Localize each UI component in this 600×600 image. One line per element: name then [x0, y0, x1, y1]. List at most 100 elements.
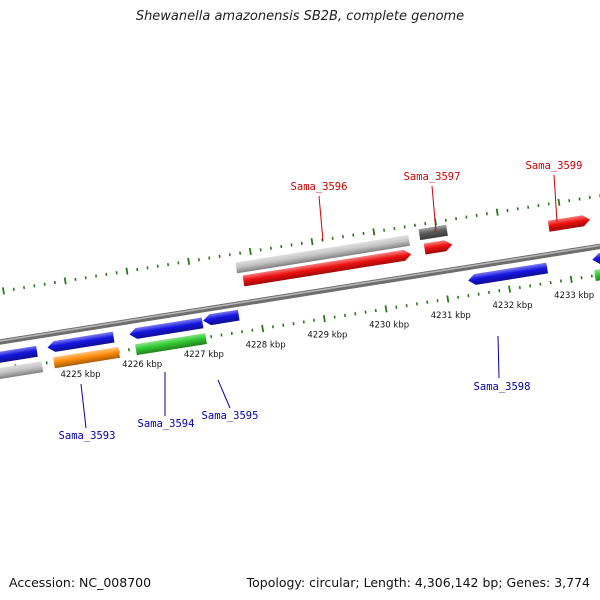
minor-tick	[167, 262, 170, 267]
minor-tick	[506, 208, 509, 213]
scale-label: 4233 kbp	[554, 291, 594, 301]
minor-tick	[485, 212, 488, 216]
minor-tick	[444, 218, 447, 222]
minor-tick	[578, 197, 581, 201]
minor-tick	[43, 282, 46, 286]
gene-label: Sama_3595	[202, 410, 259, 422]
gene-label: Sama_3597	[404, 171, 461, 183]
minor-tick	[280, 244, 283, 249]
major-tick	[63, 277, 67, 285]
major-tick	[187, 257, 191, 265]
topology-summary: Topology: circular; Length: 4,306,142 bp…	[246, 575, 590, 590]
minor-tick	[343, 313, 346, 318]
major-tick	[508, 285, 511, 293]
major-tick	[261, 324, 265, 333]
major-tick	[495, 208, 499, 216]
gene-feature-sama-3596-gray	[235, 234, 410, 274]
minor-tick	[588, 195, 591, 200]
scale-label: 4225 kbp	[60, 370, 100, 380]
minor-tick	[271, 325, 274, 329]
minor-tick	[136, 267, 139, 272]
minor-tick	[177, 261, 180, 265]
gene-feature-sama-3598	[468, 262, 548, 285]
major-tick	[384, 305, 388, 313]
minor-tick	[12, 287, 15, 291]
minor-tick	[218, 254, 221, 259]
gene-feature-sama-3594	[135, 333, 207, 356]
scale-label: 4230 kbp	[369, 321, 409, 331]
backbone-highlight	[0, 244, 600, 342]
scale-label: 4232 kbp	[492, 301, 532, 311]
gene-feature-sama-3599	[547, 215, 591, 232]
minor-tick	[95, 274, 98, 278]
gene-feature-blue-edge	[592, 252, 600, 264]
minor-tick	[568, 199, 571, 203]
major-tick	[125, 267, 129, 275]
minor-tick	[259, 248, 262, 252]
gene-feature-sama-3595	[203, 309, 240, 326]
major-tick	[569, 275, 573, 283]
gene-label: Sama_3599	[526, 160, 583, 172]
backbone-shadow	[0, 243, 600, 345]
minor-tick	[405, 303, 408, 308]
minor-tick	[403, 225, 406, 229]
minor-tick	[518, 285, 521, 290]
major-tick	[310, 238, 314, 246]
minor-tick	[197, 258, 200, 262]
scale-label: 4229 kbp	[307, 330, 347, 340]
scale-label: 4231 kbp	[431, 311, 471, 321]
minor-tick	[477, 292, 480, 296]
minor-tick	[84, 276, 87, 280]
minor-tick	[415, 302, 418, 306]
minor-tick	[33, 284, 36, 288]
major-tick	[557, 198, 561, 206]
gene-leader-line	[553, 174, 558, 223]
minor-tick	[341, 235, 344, 239]
gene-label: Sama_3593	[59, 430, 116, 442]
minor-tick	[487, 290, 490, 295]
minor-tick	[269, 246, 272, 250]
backbone-layer	[0, 243, 600, 345]
minor-tick	[590, 274, 593, 278]
gene-feature-sama-3593-blue	[47, 331, 115, 352]
leader-layer	[80, 174, 558, 429]
accession-label: Accession: NC_008700	[9, 575, 152, 590]
major-tick	[2, 287, 5, 295]
minor-tick	[498, 289, 501, 293]
minor-tick	[251, 328, 254, 332]
gene-feature-sama-3594-blue	[129, 317, 204, 339]
gene-feature-sama-3596	[242, 249, 412, 287]
minor-tick	[105, 272, 108, 277]
gene-leader-line	[431, 185, 437, 233]
minor-tick	[313, 318, 316, 322]
minor-tick	[559, 279, 562, 283]
minor-tick	[45, 361, 48, 365]
minor-tick	[580, 276, 583, 280]
minor-tick	[333, 315, 336, 319]
minor-tick	[208, 256, 211, 260]
minor-tick	[549, 280, 552, 285]
gene-label: Sama_3594	[138, 418, 195, 430]
minor-tick	[364, 310, 367, 314]
minor-tick	[395, 305, 398, 309]
minor-tick	[424, 221, 427, 226]
scale-label: 4226 kbp	[122, 360, 162, 370]
gene-feature-blue	[0, 345, 38, 363]
gene-label: Sama_3598	[474, 381, 531, 393]
minor-tick	[290, 243, 293, 247]
minor-tick	[282, 323, 285, 327]
minor-tick	[527, 205, 530, 209]
major-tick	[322, 315, 326, 323]
gene-label: Sama_3596	[291, 181, 348, 193]
tick-layer	[2, 194, 600, 372]
label-layer: 4225 kbp 4226 kbp 4227 kbp 4228 kbp 4229 kbp…	[59, 160, 595, 442]
gene-feature-sama-3597	[423, 240, 453, 255]
minor-tick	[115, 271, 118, 275]
minor-tick	[23, 285, 26, 290]
scale-label: 4227 kbp	[184, 350, 224, 360]
minor-tick	[241, 330, 244, 334]
minor-tick	[127, 348, 130, 352]
gene-leader-line	[217, 379, 231, 409]
minor-tick	[53, 280, 56, 285]
